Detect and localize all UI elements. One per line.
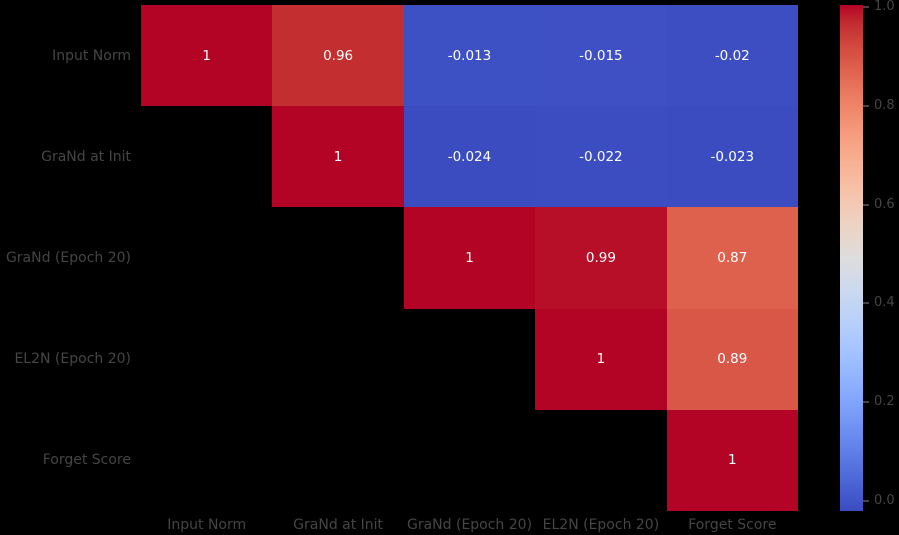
- heatmap-cell: -0.02: [666, 5, 798, 107]
- colorbar-tick-label: 0.8: [874, 97, 895, 113]
- colorbar: [840, 5, 863, 511]
- colorbar-tick-mark: [863, 203, 869, 206]
- cell-value: -0.024: [447, 148, 492, 165]
- cell-value: 0.87: [717, 249, 748, 266]
- colorbar-tick-label: 0.2: [874, 394, 895, 410]
- correlation-heatmap: 1 0.96 -0.013 -0.015 -0.02 1 -0.024 -0.022 -0.02…: [141, 5, 798, 511]
- x-tick-label: GraNd (Epoch 20): [406, 517, 533, 533]
- cell-value: 1: [465, 249, 474, 266]
- heatmap-cell-masked: [404, 410, 535, 511]
- cell-value: 1: [202, 47, 211, 64]
- x-tick-label: GraNd at Init: [293, 517, 384, 533]
- cell-value: 1: [596, 351, 606, 368]
- colorbar-tick-label: 1.0: [874, 0, 895, 14]
- heatmap-cell: -0.022: [535, 106, 667, 208]
- cell-value: -0.02: [714, 47, 750, 64]
- heatmap-cell-masked: [272, 309, 403, 410]
- heatmap-cell-masked: [272, 207, 403, 308]
- cell-value: 1: [333, 148, 343, 165]
- colorbar-tick-label: 0.6: [874, 196, 895, 212]
- heatmap-cell-masked: [535, 410, 666, 511]
- colorbar-tick-mark: [863, 302, 869, 305]
- x-tick-label: Input Norm: [167, 517, 247, 533]
- heatmap-cell: 1: [272, 106, 404, 208]
- heatmap-cell-masked: [141, 309, 272, 410]
- heatmap-cell: -0.015: [535, 5, 667, 107]
- heatmap-cell: -0.013: [403, 5, 536, 107]
- cell-value: 0.96: [323, 47, 354, 64]
- x-tick-label: Forget Score: [688, 517, 777, 533]
- colorbar-tick-mark: [863, 6, 869, 8]
- y-tick-label: Input Norm: [52, 47, 131, 64]
- cell-value: -0.022: [579, 148, 623, 165]
- colorbar-tick-label: 0.0: [874, 493, 895, 509]
- y-tick-label: EL2N (Epoch 20): [14, 351, 131, 368]
- colorbar-tick-mark: [863, 401, 869, 404]
- heatmap-cell: -0.023: [666, 106, 798, 208]
- y-tick-label: GraNd (Epoch 20): [5, 250, 131, 266]
- heatmap-cell-masked: [141, 207, 272, 308]
- heatmap-cell-masked: [141, 106, 272, 207]
- heatmap-cell-masked: [404, 309, 535, 410]
- cell-value: -0.013: [447, 47, 492, 64]
- colorbar-tick-label: 0.4: [874, 295, 895, 311]
- heatmap-cell-masked: [141, 410, 272, 511]
- heatmap-cell: 1: [666, 409, 798, 511]
- y-tick-label: GraNd at Init: [41, 148, 131, 165]
- heatmap-cell: 0.96: [272, 5, 404, 107]
- heatmap-cell: 0.89: [666, 308, 798, 410]
- cell-value: 0.89: [717, 351, 748, 368]
- cell-value: -0.023: [710, 148, 755, 165]
- heatmap-cell: 1: [535, 308, 667, 410]
- y-axis-labels: Input Norm GraNd at Init GraNd (Epoch 20) E…: [0, 5, 131, 511]
- cell-value: 0.99: [585, 249, 616, 266]
- cell-value: 1: [727, 452, 737, 469]
- colorbar-tick-mark: [863, 500, 869, 503]
- colorbar-tick-mark: [863, 104, 869, 107]
- heatmap-cell: 1: [141, 5, 273, 107]
- x-axis-labels: Input Norm GraNd at Init GraNd (Epoch 20) E…: [141, 516, 798, 534]
- heatmap-cell: -0.024: [403, 106, 536, 208]
- heatmap-cell: 0.99: [535, 207, 667, 309]
- y-tick-label: Forget Score: [42, 452, 131, 469]
- heatmap-cell: 1: [403, 207, 536, 309]
- x-tick-label: EL2N (Epoch 20): [542, 517, 660, 533]
- cell-value: -0.015: [579, 47, 623, 64]
- heatmap-cell: 0.87: [666, 207, 798, 309]
- heatmap-cell-masked: [272, 410, 403, 511]
